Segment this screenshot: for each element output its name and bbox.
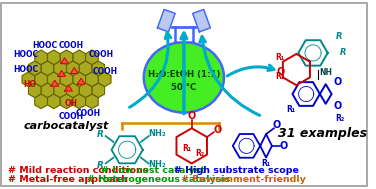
- Polygon shape: [73, 72, 85, 87]
- Polygon shape: [175, 26, 193, 42]
- Polygon shape: [41, 83, 54, 98]
- Text: R₁: R₁: [275, 53, 284, 62]
- Ellipse shape: [144, 42, 224, 113]
- Text: R: R: [340, 48, 346, 57]
- Text: OH: OH: [65, 99, 78, 108]
- Text: O: O: [334, 77, 342, 87]
- Text: COOH: COOH: [93, 67, 118, 76]
- Text: R: R: [97, 161, 104, 170]
- Text: 31 examples: 31 examples: [278, 127, 367, 140]
- Polygon shape: [60, 94, 73, 108]
- Text: # Metal-free approach: # Metal-free approach: [8, 175, 134, 184]
- Polygon shape: [54, 61, 67, 76]
- Polygon shape: [92, 61, 105, 76]
- Polygon shape: [65, 85, 73, 91]
- Polygon shape: [86, 72, 98, 87]
- Text: R₁: R₁: [261, 159, 271, 168]
- Text: carbocatalyst: carbocatalyst: [24, 121, 109, 131]
- Polygon shape: [51, 80, 59, 86]
- Text: R: R: [97, 130, 104, 139]
- Text: NH₂: NH₂: [149, 160, 166, 169]
- Text: HO: HO: [23, 80, 36, 89]
- Text: COOH: COOH: [59, 112, 84, 121]
- Polygon shape: [29, 83, 41, 98]
- Polygon shape: [60, 50, 73, 64]
- Text: COOH: COOH: [76, 109, 101, 118]
- Polygon shape: [41, 61, 54, 76]
- Polygon shape: [35, 50, 47, 64]
- Text: HOOC: HOOC: [13, 50, 38, 59]
- Polygon shape: [193, 9, 210, 32]
- Text: R₂: R₂: [275, 72, 284, 81]
- Polygon shape: [61, 58, 68, 64]
- Text: O: O: [214, 125, 222, 135]
- Text: HOOC: HOOC: [32, 41, 58, 50]
- Text: # Environment-friendly: # Environment-friendly: [181, 175, 306, 184]
- Text: O: O: [279, 141, 288, 151]
- Text: NH: NH: [319, 68, 332, 77]
- Text: R: R: [335, 32, 342, 41]
- Text: H₂O:EtOH (1:1): H₂O:EtOH (1:1): [148, 70, 220, 79]
- Text: O: O: [188, 111, 196, 121]
- Text: O: O: [273, 120, 281, 130]
- Polygon shape: [73, 94, 85, 108]
- Text: O: O: [334, 101, 342, 111]
- Text: 50 °C: 50 °C: [171, 83, 197, 92]
- Polygon shape: [79, 61, 92, 76]
- Text: R₂: R₂: [195, 149, 204, 158]
- Text: COOH: COOH: [88, 50, 113, 59]
- Polygon shape: [48, 94, 60, 108]
- Polygon shape: [67, 61, 79, 76]
- Text: NH₂: NH₂: [149, 129, 166, 138]
- Polygon shape: [86, 94, 98, 108]
- Polygon shape: [48, 50, 60, 64]
- Text: R₂: R₂: [335, 114, 345, 123]
- Text: # Heterogeneous catalysis: # Heterogeneous catalysis: [87, 175, 237, 184]
- Text: O: O: [277, 67, 285, 77]
- Polygon shape: [99, 72, 111, 87]
- Polygon shape: [70, 68, 78, 74]
- Text: R₁: R₁: [287, 105, 296, 114]
- Text: # High substrate scope: # High substrate scope: [174, 166, 299, 175]
- Text: # Low cost catalyst: # Low cost catalyst: [101, 166, 212, 175]
- Polygon shape: [79, 83, 92, 98]
- Polygon shape: [54, 83, 67, 98]
- Text: R₁: R₁: [182, 144, 191, 153]
- Polygon shape: [73, 50, 85, 64]
- Polygon shape: [86, 50, 98, 64]
- Polygon shape: [58, 70, 65, 76]
- Polygon shape: [35, 94, 47, 108]
- Polygon shape: [77, 78, 85, 84]
- Polygon shape: [92, 83, 105, 98]
- Polygon shape: [29, 61, 41, 76]
- Polygon shape: [67, 83, 79, 98]
- Text: # Mild reaction conditions: # Mild reaction conditions: [8, 166, 152, 175]
- Polygon shape: [35, 72, 47, 87]
- Polygon shape: [158, 9, 175, 32]
- Text: HOOC: HOOC: [13, 65, 38, 74]
- Text: COOH: COOH: [59, 41, 84, 50]
- Polygon shape: [22, 72, 35, 87]
- Polygon shape: [48, 72, 60, 87]
- Polygon shape: [60, 72, 73, 87]
